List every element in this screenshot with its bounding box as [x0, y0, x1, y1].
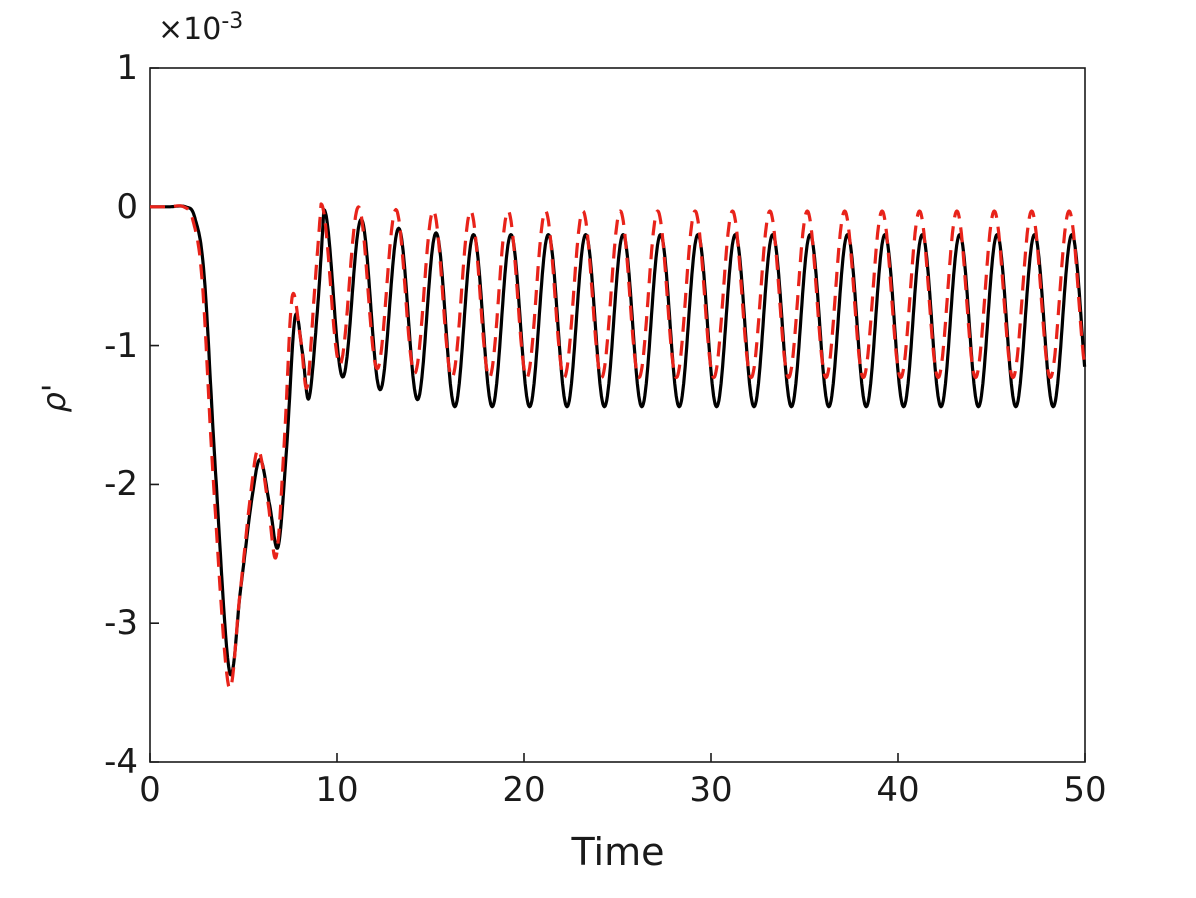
ytick-label-m4: -4: [104, 742, 138, 782]
series-black-solid: [149, 204, 1087, 677]
xtick-label-50: 50: [1063, 770, 1107, 810]
series-red-dashed: [149, 202, 1087, 690]
xtick-label-10: 10: [315, 770, 359, 810]
ytick-label-m2: -2: [104, 464, 138, 504]
multiplier-base: ×10: [158, 12, 222, 47]
x-axis-label: Time: [571, 830, 665, 874]
tick-marks: [149, 67, 1086, 763]
ytick-label-1: 1: [116, 48, 138, 88]
xtick-label-0: 0: [139, 770, 161, 810]
y-axis-label: ρ': [35, 383, 73, 413]
xtick-label-40: 40: [876, 770, 920, 810]
ytick-label-m1: -1: [104, 326, 138, 366]
ytick-label-0: 0: [116, 187, 138, 227]
y-axis-multiplier: ×10-3: [158, 9, 244, 48]
ytick-label-m3: -3: [104, 603, 138, 643]
multiplier-exponent: -3: [221, 9, 244, 34]
axes-box: [149, 67, 1086, 763]
xtick-label-30: 30: [689, 770, 733, 810]
xtick-label-20: 20: [502, 770, 546, 810]
